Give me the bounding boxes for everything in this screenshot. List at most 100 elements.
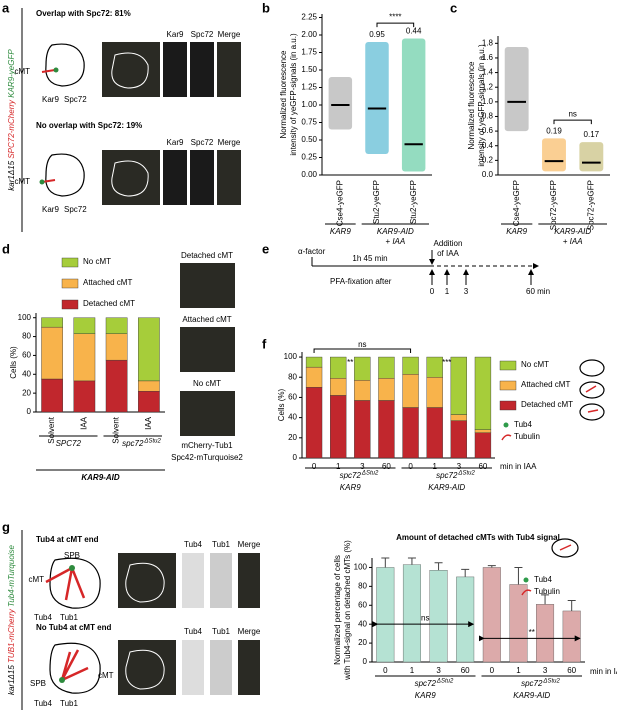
bar-segment (305, 387, 323, 459)
y-tick-label: 0.50 (301, 135, 317, 144)
y-tick-label: 40 (22, 369, 31, 378)
x-tick-label: 0 (312, 462, 317, 471)
cell-outline (45, 153, 85, 197)
y-tick-label: 100 (354, 563, 368, 572)
y-tick-label: 0.00 (301, 170, 317, 179)
annotation: ** (347, 358, 353, 367)
bar-segment (426, 356, 443, 378)
y-tick-label: 0.6 (482, 126, 494, 135)
strip-range (579, 142, 604, 172)
x-tick-label: 60 (461, 666, 470, 675)
y-tick-label: 0.25 (301, 153, 317, 162)
error-bar (461, 568, 470, 577)
panel-label: f (262, 336, 267, 351)
y-tick-label: 60 (358, 600, 367, 609)
group-label: KAR9 (330, 227, 351, 236)
cmt-label: cMT (98, 671, 114, 680)
spb (59, 677, 65, 683)
bar-segment (426, 407, 443, 459)
y-tick-label: 0 (363, 657, 368, 666)
strain-part: kar1Δ15 (7, 663, 16, 695)
x-tick-label: 3 (543, 666, 548, 675)
channel-label: Kar9 (167, 138, 184, 147)
bar-segment (426, 377, 443, 408)
y-tick-label: 20 (288, 433, 297, 442)
bar-segment (330, 395, 347, 459)
bar-segment (378, 400, 395, 459)
bar-segment (41, 326, 63, 380)
cell-icon (579, 381, 605, 399)
channel-label: Merge (238, 540, 261, 549)
kar9-label: Kar9 (42, 95, 59, 104)
strain-part: KAR9-yeGFP (7, 49, 16, 98)
y-axis-label: Cells (%) (277, 388, 286, 421)
x-tick-label: 3 (360, 462, 365, 471)
bar-segment (354, 380, 371, 401)
strip-range (328, 77, 353, 130)
y-tick-label: 1.00 (301, 100, 317, 109)
footer: KAR9-AID (81, 473, 119, 482)
group-label: spc72 (415, 679, 437, 688)
y-axis-label: with Tub4-signal on detached cMTs (%) (343, 540, 352, 681)
addition: of IAA (437, 249, 459, 258)
legend-dot (523, 577, 529, 583)
bar-segment (105, 317, 128, 334)
group-label-sup: ΔStu2 (457, 471, 475, 477)
micrograph (102, 150, 160, 205)
micrograph (180, 391, 235, 436)
x-axis-label: min in IAA (590, 667, 617, 676)
bar-segment (138, 391, 160, 413)
x-tick-label: 0 (383, 666, 388, 675)
kar9-dot (53, 67, 59, 73)
bar (509, 584, 528, 663)
x-tick-label: 60 (382, 462, 391, 471)
cmt (559, 544, 572, 551)
cell-icon (579, 359, 605, 377)
bar-segment (73, 380, 96, 413)
x-tick-label: Spc72-yeGFP (549, 180, 558, 230)
y-axis-label: intensity of yeGFP-signals (in a.u.) (289, 33, 298, 156)
stain-label: Spc42-mTurquoise2 (171, 453, 243, 462)
strain-part: TUB1-mCherry (7, 607, 16, 663)
y-tick-label: 20 (22, 388, 31, 397)
legend-dot (503, 422, 509, 428)
spc72-label: Spc72 (64, 95, 87, 104)
channel-label: Tub1 (212, 627, 230, 636)
cell-outline (49, 642, 101, 694)
bar-segment (354, 400, 371, 459)
legend-label: Tub4 (514, 420, 532, 429)
bar-segment (474, 356, 492, 430)
bar-segment (73, 333, 96, 382)
x-tick-label: 3 (436, 666, 441, 675)
legend-swatch (499, 380, 517, 391)
heading: No Tub4 at cMT end (36, 623, 112, 632)
error-bar (487, 565, 496, 568)
micrograph (182, 640, 204, 695)
strain-part: kar1Δ15 (7, 159, 16, 191)
cell-outline (45, 43, 85, 87)
channel-label: Tub4 (184, 540, 202, 549)
y-axis-label: intensity of yeGFP-signals (in a.u.) (477, 44, 486, 167)
micrograph (238, 553, 260, 608)
x-tick-label: 1 (410, 666, 415, 675)
group-label: spc72 (340, 471, 362, 480)
y-tick-label: 0 (27, 407, 32, 416)
strain-part: SPC72-mCherry (7, 98, 16, 159)
group-label: SPC72 (56, 439, 82, 448)
cmt (587, 409, 599, 413)
y-tick-label: 1.50 (301, 65, 317, 74)
legend-swatch (499, 400, 517, 411)
micrograph (163, 150, 187, 205)
y-tick-label: 0.2 (482, 155, 494, 164)
x-tick-label: 0 (408, 462, 413, 471)
tub4-label: Tub4 (34, 699, 52, 708)
value-label: 0.19 (546, 127, 562, 136)
spb-label: SPB (64, 551, 80, 560)
bar-segment (450, 414, 467, 421)
y-tick-label: 80 (358, 581, 367, 590)
strip-range (401, 38, 426, 172)
y-tick-label: 40 (358, 619, 367, 628)
micrograph (190, 150, 214, 205)
bracket (553, 119, 592, 125)
channel-label: Merge (218, 30, 241, 39)
